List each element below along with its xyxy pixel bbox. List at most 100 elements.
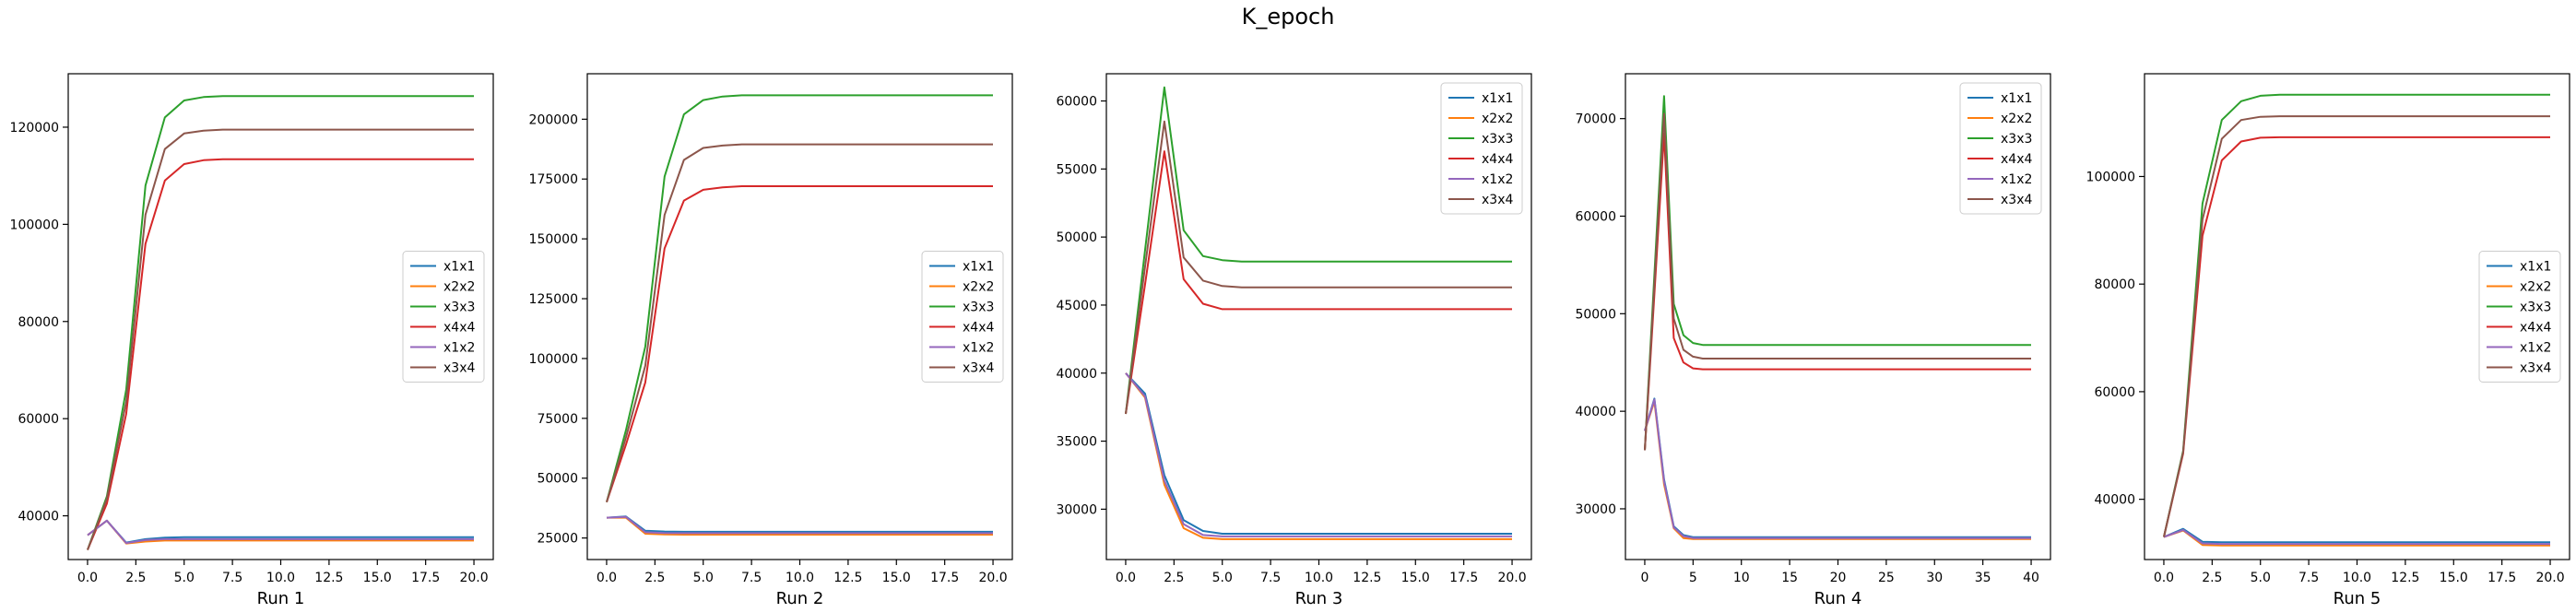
x-tick-label: 17.5 — [930, 571, 959, 585]
legend-box — [402, 251, 485, 383]
y-tick-label: 35000 — [1056, 435, 1097, 450]
series-line-x4x4 — [87, 158, 474, 550]
legend-label-x3x4: x3x4 — [443, 361, 475, 376]
x-tick-label: 0.0 — [2154, 571, 2174, 585]
series-line-x3x4 — [87, 128, 474, 550]
x-tick-label: 2.5 — [1164, 571, 1184, 585]
x-axis-label: Run 4 — [1814, 589, 1862, 608]
x-tick-label: 0.0 — [77, 571, 98, 585]
x-tick-label: 20.0 — [2535, 571, 2564, 585]
y-tick-label: 100000 — [529, 352, 578, 367]
x-tick-label: 30 — [1926, 571, 1943, 585]
legend-label-x2x2: x2x2 — [1482, 112, 1513, 126]
x-tick-label: 7.5 — [2298, 571, 2319, 585]
x-axis-label: Run 5 — [2334, 589, 2381, 608]
x-tick-label: 0.0 — [1116, 571, 1136, 585]
x-axis-label: Run 1 — [257, 589, 305, 608]
legend-box — [1959, 82, 2042, 215]
legend: x1x1 x2x2 x3x3 x4x4 x1x2 x3x4 — [1959, 82, 2042, 215]
x-tick-label: 15.0 — [2440, 571, 2468, 585]
legend-label-x3x3: x3x3 — [1482, 132, 1513, 147]
x-tick-label: 10.0 — [786, 571, 814, 585]
y-tick-label: 30000 — [1575, 502, 1616, 517]
y-tick-label: 25000 — [537, 532, 578, 547]
subplot-run-1: 0.0 2.5 5.0 7.5 10.0 12.5 15.0 17.5 20.0 40000 600… — [10, 73, 494, 608]
legend-label-x2x2: x2x2 — [963, 280, 994, 295]
y-tick-label: 60000 — [2094, 385, 2135, 400]
legend-label-x3x3: x3x3 — [2001, 132, 2032, 147]
series-line-x3x3 — [606, 94, 993, 502]
x-tick-label: 15.0 — [1401, 571, 1430, 585]
series-line-x1x2 — [1644, 398, 2031, 539]
x-tick-label: 17.5 — [2487, 571, 2516, 585]
x-tick-label: 5.0 — [2251, 571, 2271, 585]
legend: x1x1 x2x2 x3x3 x4x4 x1x2 x3x4 — [2478, 251, 2561, 383]
x-tick-label: 10.0 — [1305, 571, 1333, 585]
x-tick-label: 15.0 — [882, 571, 911, 585]
legend-label-x1x1: x1x1 — [2520, 260, 2551, 275]
legend-label-x1x1: x1x1 — [2001, 91, 2032, 106]
x-tick-label: 5.0 — [693, 571, 714, 585]
series-line-x3x3 — [1644, 95, 2031, 451]
legend-box — [1440, 82, 1523, 215]
y-tick-label: 55000 — [1056, 162, 1097, 177]
legend-box — [921, 251, 1004, 383]
legend: x1x1 x2x2 x3x3 x4x4 x1x2 x3x4 — [402, 251, 485, 383]
series-line-x1x1 — [1125, 372, 1512, 535]
legend-label-x4x4: x4x4 — [2520, 321, 2551, 336]
legend-label-x1x1: x1x1 — [443, 260, 475, 275]
series-line-x2x2 — [1125, 372, 1512, 540]
x-tick-label: 10.0 — [266, 571, 295, 585]
y-tick-label: 80000 — [2094, 277, 2135, 292]
series-line-x3x4 — [606, 143, 993, 502]
series-line-x4x4 — [2163, 136, 2550, 537]
y-tick-label: 40000 — [1056, 367, 1097, 382]
y-tick-label: 70000 — [1575, 112, 1616, 127]
subplot-run-4: 0 5 10 15 20 25 30 35 40 30000 40000 50000 60000 7000… — [1575, 73, 2051, 608]
legend-label-x3x3: x3x3 — [2520, 301, 2551, 315]
y-tick-label: 50000 — [1575, 307, 1616, 322]
y-tick-label: 30000 — [1056, 502, 1097, 517]
series-line-x3x3 — [87, 95, 474, 550]
series-line-x4x4 — [1125, 150, 1512, 415]
legend-label-x4x4: x4x4 — [963, 321, 994, 336]
x-axis-label: Run 3 — [1295, 589, 1343, 608]
series-line-x1x1 — [87, 519, 474, 544]
series-line-x1x2 — [606, 515, 993, 535]
series-line-x3x4 — [1125, 120, 1512, 415]
y-tick-label: 60000 — [1056, 95, 1097, 110]
x-tick-label: 12.5 — [2391, 571, 2419, 585]
series-line-x3x4 — [1644, 112, 2031, 451]
y-tick-label: 50000 — [1056, 230, 1097, 245]
y-tick-label: 150000 — [529, 232, 578, 247]
series-line-x2x2 — [87, 519, 474, 545]
y-tick-label: 50000 — [537, 472, 578, 487]
legend-label-x2x2: x2x2 — [2520, 280, 2551, 295]
x-tick-label: 2.5 — [2202, 571, 2222, 585]
series-line-x1x2 — [87, 519, 474, 545]
legend-label-x2x2: x2x2 — [2001, 112, 2032, 126]
series-line-x1x1 — [2163, 527, 2550, 544]
series-line-x2x2 — [607, 516, 993, 536]
x-tick-label: 7.5 — [741, 571, 762, 585]
legend-label-x1x2: x1x2 — [963, 341, 994, 356]
x-axis-label: Run 2 — [776, 589, 824, 608]
figure-title: K_epoch — [1241, 4, 1335, 29]
series-line-x2x2 — [2163, 529, 2550, 547]
x-tick-label: 10 — [1733, 571, 1750, 585]
legend-label-x4x4: x4x4 — [2001, 152, 2032, 167]
y-tick-label: 40000 — [2094, 493, 2135, 508]
y-tick-label: 200000 — [529, 112, 578, 127]
legend-label-x1x2: x1x2 — [1482, 172, 1513, 187]
series-line-x4x4 — [606, 185, 993, 503]
x-tick-label: 0.0 — [597, 571, 617, 585]
legend: x1x1 x2x2 x3x3 x4x4 x1x2 x3x4 — [1440, 82, 1523, 215]
legend-label-x2x2: x2x2 — [443, 280, 475, 295]
x-tick-label: 7.5 — [222, 571, 242, 585]
subplot-run-5: 0.0 2.5 5.0 7.5 10.0 12.5 15.0 17.5 20.0 40000 600… — [2086, 73, 2570, 608]
legend: x1x1 x2x2 x3x3 x4x4 x1x2 x3x4 — [921, 251, 1004, 383]
legend-label-x3x3: x3x3 — [443, 301, 475, 315]
x-tick-label: 12.5 — [1353, 571, 1381, 585]
y-tick-label: 45000 — [1056, 299, 1097, 313]
